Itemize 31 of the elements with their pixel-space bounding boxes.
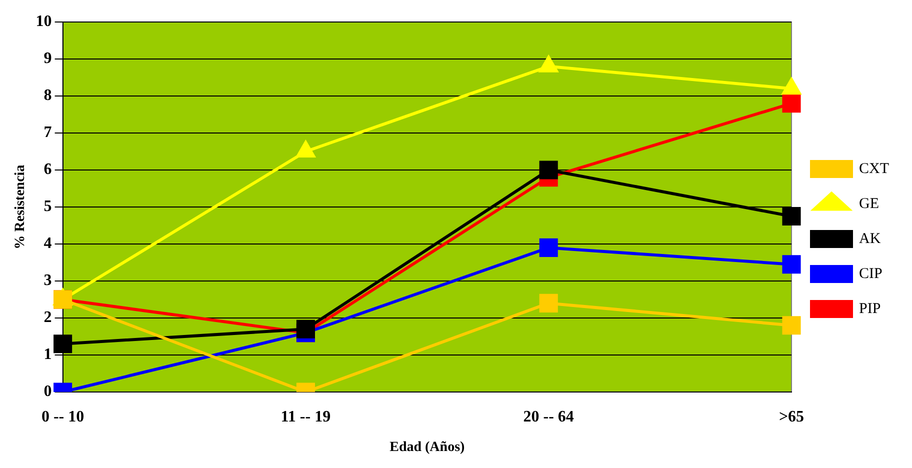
point <box>539 238 558 257</box>
point <box>782 94 801 113</box>
legend-label: CXT <box>859 160 889 177</box>
point <box>54 334 72 354</box>
x-tick-label: 20 -- 64 <box>523 408 574 426</box>
y-tick-label: 10 <box>36 13 52 30</box>
point <box>539 294 558 312</box>
y-tick-label: 6 <box>44 161 52 178</box>
point <box>539 160 558 180</box>
y-tick-label: 1 <box>44 346 52 364</box>
y-tick-label: 0 <box>44 383 52 400</box>
y-tick-label: 9 <box>44 50 52 68</box>
y-tick-label: 5 <box>44 198 52 216</box>
point <box>782 255 801 274</box>
x-tick-label: 0 -- 10 <box>41 408 84 426</box>
legend-label: GE <box>859 196 879 212</box>
point <box>296 320 315 338</box>
y-tick-label: 2 <box>44 309 52 326</box>
y-tick-label: 4 <box>44 235 52 252</box>
x-tick-label: 11 -- 19 <box>280 408 331 426</box>
point <box>782 206 801 226</box>
legend-label: AK <box>859 230 881 247</box>
y-tick-label: 8 <box>44 87 52 104</box>
point <box>782 316 801 335</box>
legend-label: CIP <box>859 266 882 282</box>
y-tick-label: 7 <box>44 124 52 142</box>
y-tick-label: 3 <box>44 272 52 290</box>
x-tick-label: >65 <box>778 408 804 426</box>
x-axis-title: Edad (Años) <box>390 440 466 456</box>
y-axis-title: % Resistencia <box>13 164 28 250</box>
legend-label: PIP <box>859 300 881 317</box>
